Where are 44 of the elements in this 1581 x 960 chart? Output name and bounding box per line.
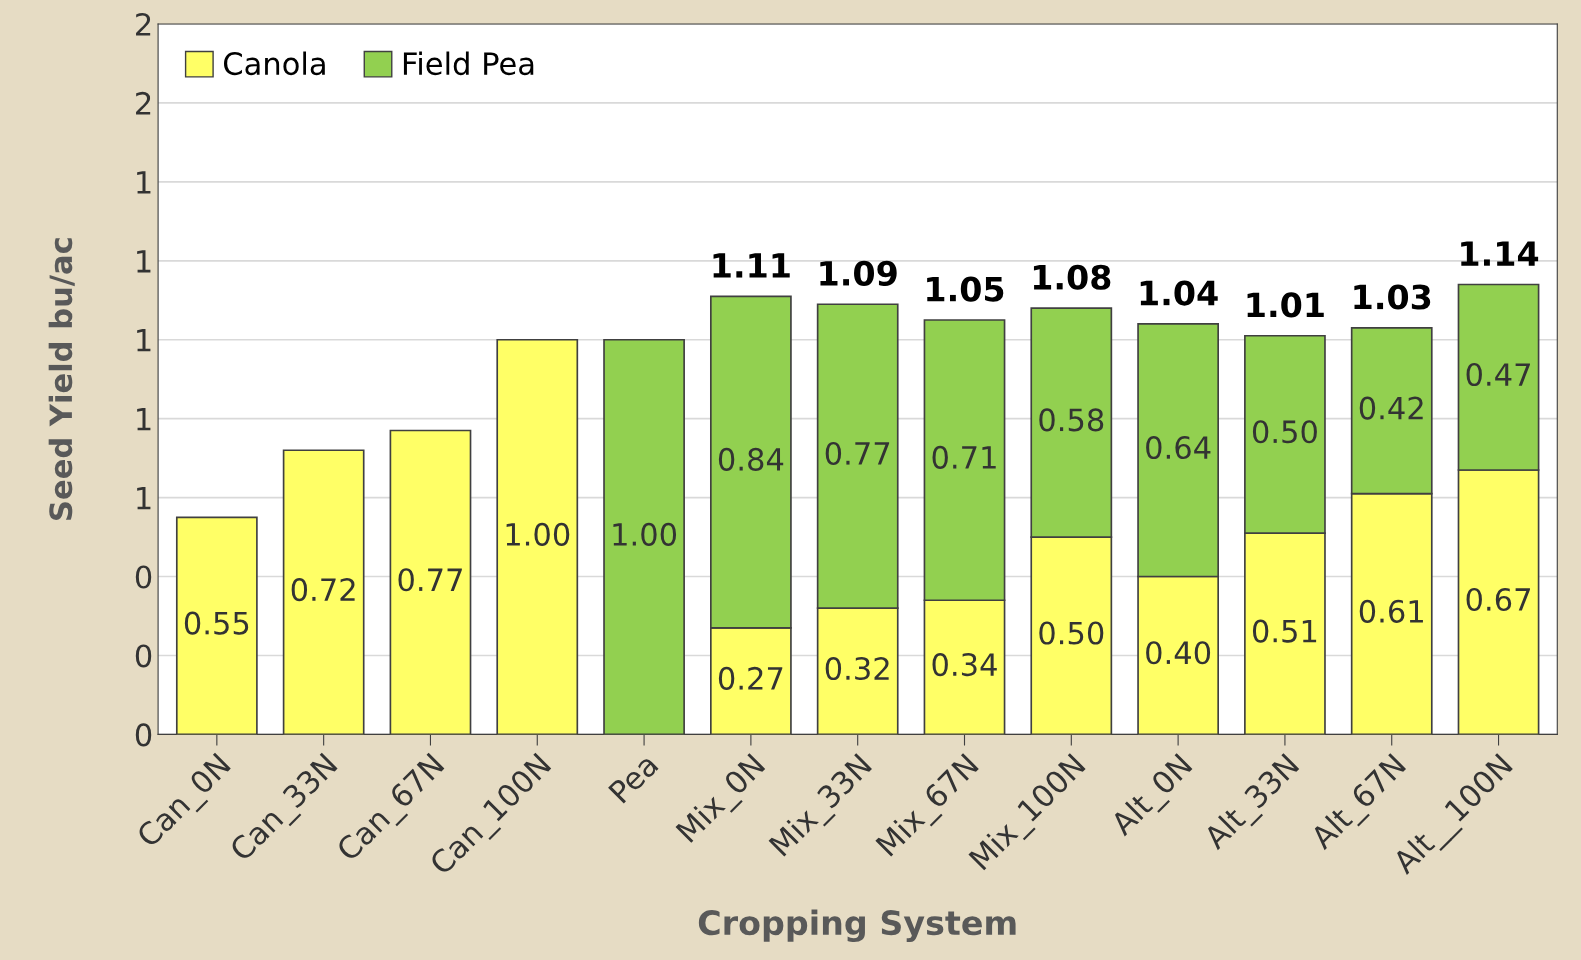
legend-label: Canola (223, 51, 325, 76)
data-label: 0.84 (718, 447, 784, 471)
data-label: 0.32 (825, 657, 889, 681)
y-axis-title: Seed Yield bu/ac (48, 238, 75, 520)
data-label: 0.71 (932, 445, 996, 469)
y-tick-label: 1 (137, 250, 151, 273)
data-label: 0.77 (398, 568, 462, 592)
y-tick-label: 0 (135, 565, 152, 589)
total-label: 1.11 (713, 253, 790, 278)
y-tick-label: 2 (136, 12, 151, 36)
x-axis-title: Cropping System (698, 909, 1016, 943)
data-label: 0.40 (1146, 641, 1211, 665)
data-label: 1.00 (613, 522, 677, 546)
y-tick-label: 1 (137, 408, 151, 431)
legend-label: Field Pea (403, 51, 534, 76)
total-label: 1.09 (820, 260, 897, 286)
data-label: 0.50 (1039, 621, 1104, 645)
data-label: 0.72 (291, 578, 355, 602)
data-label: 0.51 (1252, 619, 1317, 643)
total-label: 1.01 (1247, 292, 1324, 318)
data-label: 0.61 (1359, 599, 1423, 623)
y-tick-label: 1 (137, 329, 151, 352)
data-label: 0.77 (825, 441, 890, 466)
y-tick-label: 0 (135, 644, 152, 668)
y-tick-label: 1 (137, 486, 151, 510)
data-label: 0.27 (718, 666, 783, 690)
total-label: 1.03 (1354, 284, 1431, 310)
total-label: 1.05 (927, 276, 1004, 302)
data-label: 0.67 (1466, 587, 1530, 612)
data-label: 0.47 (1466, 362, 1530, 387)
y-tick-label: 2 (136, 91, 151, 115)
data-label: 0.34 (932, 653, 997, 677)
total-label: 1.04 (1140, 280, 1218, 306)
y-tick-label: 1 (137, 171, 151, 194)
data-label: 0.42 (1359, 396, 1423, 420)
data-label: 0.58 (1039, 408, 1104, 432)
total-label: 1.14 (1461, 241, 1539, 266)
data-label: 0.55 (184, 611, 249, 635)
data-label: 1.00 (506, 522, 570, 546)
data-label: 0.50 (1252, 420, 1317, 444)
data-label: 0.64 (1146, 435, 1211, 460)
x-tick-label: Pea (608, 753, 659, 804)
y-tick-label: 0 (135, 723, 152, 747)
total-label: 1.08 (1033, 264, 1111, 290)
